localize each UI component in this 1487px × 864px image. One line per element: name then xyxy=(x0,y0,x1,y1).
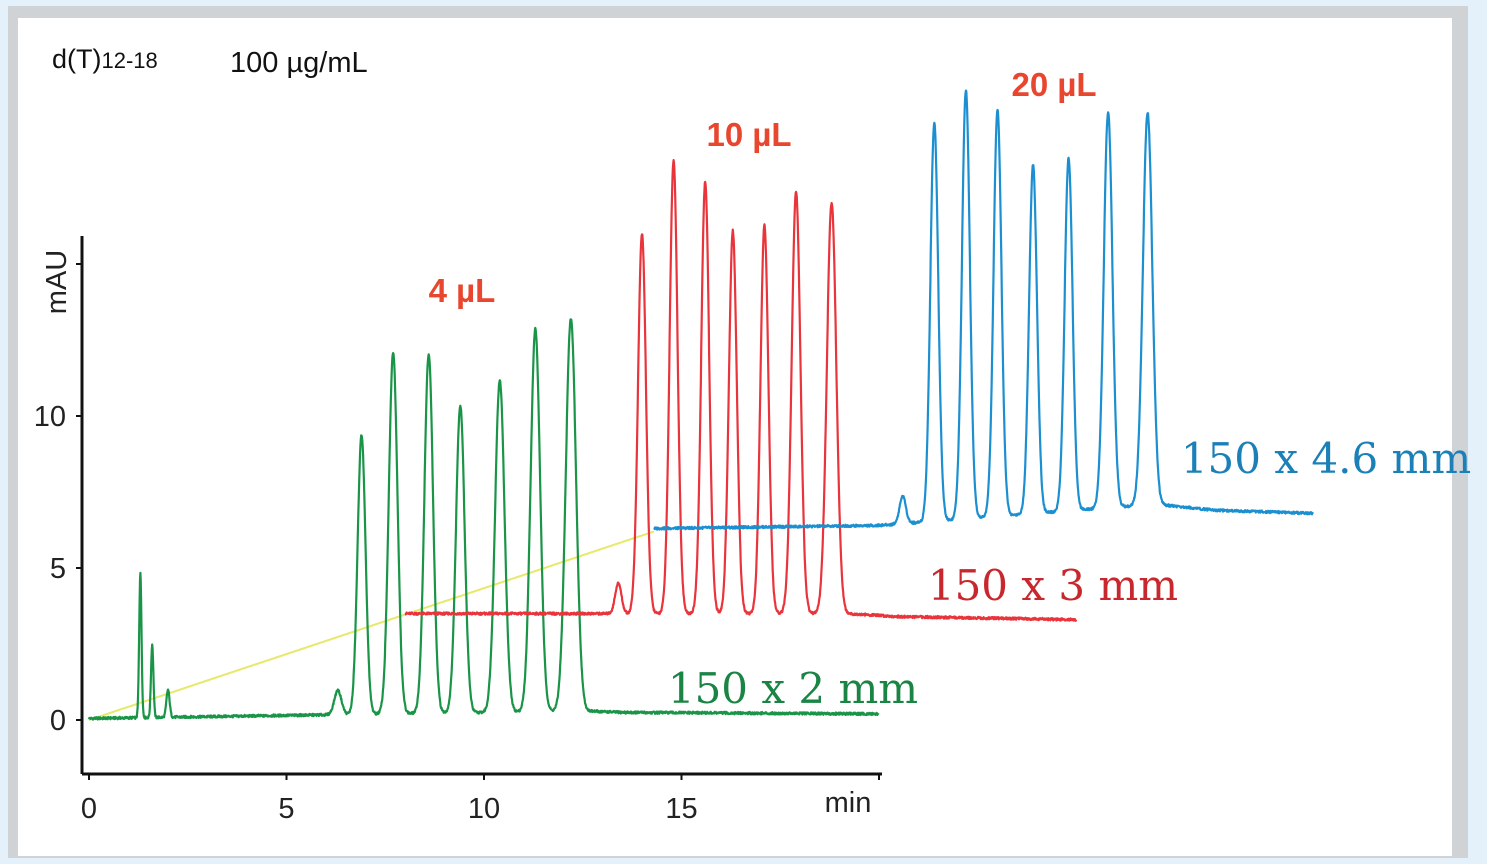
gradient-line xyxy=(88,530,655,721)
injection-label-10ul: 10 µL xyxy=(706,116,791,153)
title-concentration: 100 µg/mL xyxy=(230,47,368,79)
title-analyte: d(T) xyxy=(52,44,102,74)
y-tick-label: 5 xyxy=(50,553,66,585)
x-tick-label: 5 xyxy=(278,793,294,825)
x-tick-label: 10 xyxy=(468,793,500,825)
column-label-4-6mm: 150 x 4.6 mm xyxy=(1181,434,1471,483)
y-ticks: 0 5 10 xyxy=(34,263,82,737)
column-label-2mm: 150 x 2 mm xyxy=(668,664,918,713)
x-axis-label: min xyxy=(825,787,872,819)
y-axis-label: mAU xyxy=(41,250,73,314)
traces-layer xyxy=(87,89,1315,721)
gradient-line-layer xyxy=(88,530,655,721)
x-ticks: 0 5 10 15 xyxy=(81,774,880,825)
column-label-3mm: 150 x 3 mm xyxy=(928,561,1178,610)
y-tick-label: 0 xyxy=(50,705,66,737)
axes xyxy=(80,236,882,776)
trace-150-x-4-6-mm xyxy=(653,89,1315,531)
title-subscript: 12-18 xyxy=(102,48,158,73)
x-tick-label: 0 xyxy=(81,793,97,825)
x-tick-label: 15 xyxy=(665,793,697,825)
trace-150-x-2-mm xyxy=(87,318,880,721)
trace-150-x-3-mm xyxy=(404,159,1078,622)
injection-label-20ul: 20 µL xyxy=(1011,66,1096,103)
y-tick-label: 10 xyxy=(34,401,66,433)
injection-label-4ul: 4 µL xyxy=(429,272,496,309)
chart-title: d(T)12-18 xyxy=(52,44,158,74)
